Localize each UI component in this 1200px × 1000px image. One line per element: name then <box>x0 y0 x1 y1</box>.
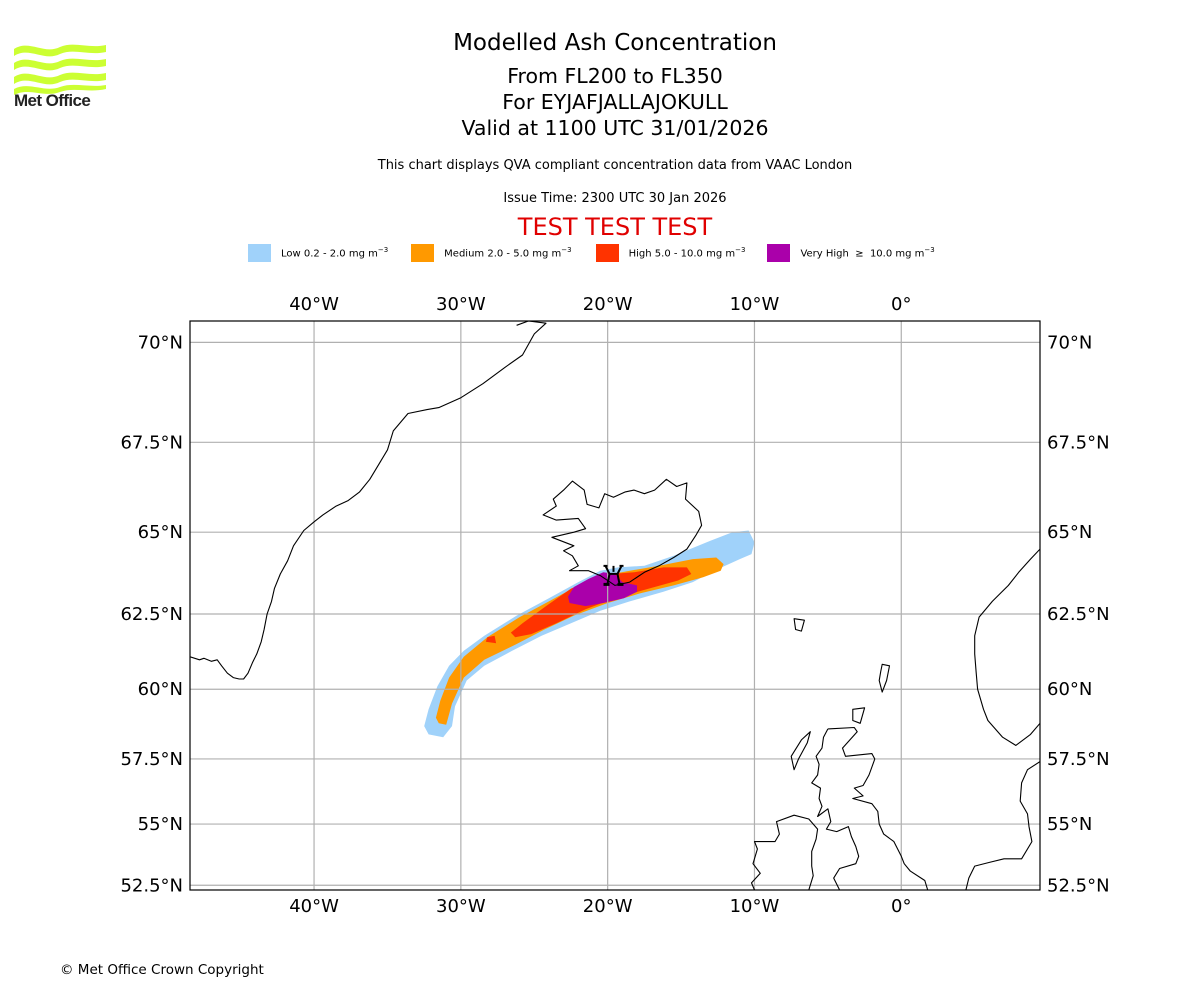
lon-label-bottom: 40°W <box>289 896 339 917</box>
legend-label-medium: Medium 2.0 - 5.0 mg m−3 <box>444 246 572 260</box>
test-banner: TEST TEST TEST <box>517 213 713 241</box>
lat-label-left: 60°N <box>138 679 183 700</box>
ash-region-high-island <box>485 635 497 644</box>
legend-item-high: High 5.0 - 10.0 mg m−3 <box>595 244 746 262</box>
logo-wave-3 <box>14 72 106 85</box>
chart-title: Modelled Ash Concentration <box>453 30 777 56</box>
legend: Low 0.2 - 2.0 mg m−3 Medium 2.0 - 5.0 mg… <box>248 244 935 262</box>
coastline-greenland <box>190 321 547 680</box>
logo-text: Met Office <box>14 91 91 110</box>
coastline-iceland <box>542 478 703 586</box>
lat-label-left: 55°N <box>138 814 183 835</box>
coastline-scotland-mainland <box>827 726 929 890</box>
logo-wave-1 <box>14 44 106 57</box>
flight-level-range: From FL200 to FL350 <box>507 64 723 88</box>
valid-time: Valid at 1100 UTC 31/01/2026 <box>461 116 769 140</box>
legend-item-very-high: Very High ≥ 10.0 mg m−3 <box>767 244 935 262</box>
lat-label-right: 70°N <box>1047 332 1092 353</box>
lat-label-right: 67.5°N <box>1047 432 1110 453</box>
coastline-orkney <box>852 707 866 724</box>
coastline-hebrides <box>790 731 811 771</box>
legend-swatch-high <box>595 244 619 262</box>
volcano-marker-layer <box>603 564 624 586</box>
lat-label-right: 62.5°N <box>1047 604 1110 625</box>
volcano-name: For EYJAFJALLAJOKULL <box>502 90 728 114</box>
lon-label-top: 10°W <box>730 294 780 315</box>
legend-item-low: Low 0.2 - 2.0 mg m−3 <box>248 244 388 262</box>
legend-swatch-very-high <box>767 244 791 262</box>
volcano-marker-icon <box>603 564 624 586</box>
logo-wave-4 <box>14 84 106 95</box>
lat-label-right: 60°N <box>1047 679 1092 700</box>
coastlines <box>190 321 1040 890</box>
coastline-norway <box>974 548 1040 746</box>
legend-label-high: High 5.0 - 10.0 mg m−3 <box>628 246 746 260</box>
lat-label-right: 57.5°N <box>1047 749 1110 770</box>
lat-label-left: 62.5°N <box>120 604 183 625</box>
copyright-notice: © Met Office Crown Copyright <box>60 962 264 978</box>
lon-label-bottom: 0° <box>891 896 911 917</box>
axis-labels: 40°W 40°W 30°W 30°W 20°W 20°W 10°W 10°W 0° 0° 70°N… <box>120 294 1109 917</box>
lat-label-left: 52.5°N <box>120 875 183 896</box>
coastline-faroe <box>793 618 805 632</box>
lon-label-top: 20°W <box>583 294 633 315</box>
met-office-logo-icon <box>14 44 106 95</box>
lon-label-top: 40°W <box>289 294 339 315</box>
legend-label-very-high: Very High ≥ 10.0 mg m−3 <box>800 246 935 260</box>
coastline-scotland-west <box>811 728 860 890</box>
legend-item-medium: Medium 2.0 - 5.0 mg m−3 <box>411 244 572 262</box>
logo-wave-2 <box>14 58 106 71</box>
map-frame <box>189 320 1041 891</box>
graticule <box>190 321 1040 890</box>
lat-label-left: 57.5°N <box>120 749 183 770</box>
coastline-denmark-germany <box>965 761 1040 890</box>
coastline-shetland <box>878 663 891 693</box>
lon-label-bottom: 10°W <box>730 896 780 917</box>
legend-swatch-medium <box>411 244 435 262</box>
legend-label-low: Low 0.2 - 2.0 mg m−3 <box>281 246 389 260</box>
lat-label-left: 65°N <box>138 522 183 543</box>
lon-label-top: 0° <box>891 294 911 315</box>
lon-label-bottom: 30°W <box>436 896 486 917</box>
legend-swatch-low <box>248 244 271 262</box>
lat-label-left: 67.5°N <box>120 432 183 453</box>
coastline-ireland <box>750 814 819 890</box>
issue-time: Issue Time: 2300 UTC 30 Jan 2026 <box>503 191 727 206</box>
lon-label-bottom: 20°W <box>583 896 633 917</box>
lat-label-right: 55°N <box>1047 814 1092 835</box>
lon-label-top: 30°W <box>436 294 486 315</box>
ash-layer <box>424 530 755 738</box>
lat-label-right: 65°N <box>1047 522 1092 543</box>
lat-label-left: 70°N <box>138 332 183 353</box>
chart-description: This chart displays QVA compliant concen… <box>377 158 853 173</box>
lat-label-right: 52.5°N <box>1047 875 1110 896</box>
